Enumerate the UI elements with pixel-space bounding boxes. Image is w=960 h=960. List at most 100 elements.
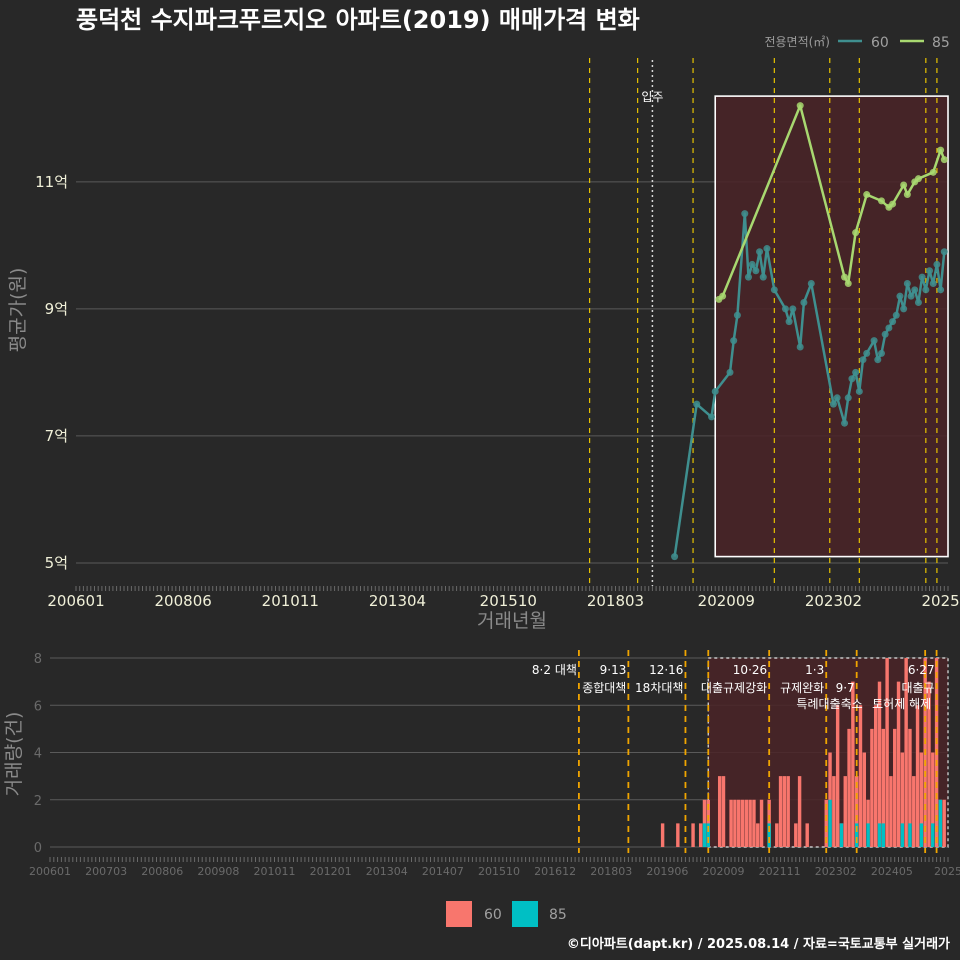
volume-bar-85	[854, 823, 859, 847]
data-point-60	[933, 260, 941, 268]
price-x-tick-label: 2025	[922, 592, 960, 610]
volume-bar-60	[660, 823, 665, 847]
data-point-60	[929, 279, 937, 287]
highlight-box	[714, 95, 949, 558]
volume-bar-60	[915, 705, 920, 847]
volume-bar-60	[873, 705, 878, 847]
data-point-60	[855, 387, 863, 395]
price-x-axis-label: 거래년월	[477, 610, 547, 632]
volume-highlight-region	[707, 657, 949, 848]
data-point-60	[770, 286, 778, 294]
price-x-tick-label: 201803	[587, 592, 644, 610]
data-point-60	[907, 292, 915, 300]
data-point-85	[903, 191, 911, 199]
volume-x-tick-label: 202302	[815, 865, 857, 878]
data-point-60	[759, 273, 767, 281]
data-point-60	[903, 279, 911, 287]
price-x-tick-label: 201304	[369, 592, 426, 610]
price-x-tick-label: 200806	[155, 592, 212, 610]
volume-x-tick-label: 202009	[703, 865, 745, 878]
price-x-tick-label: 201510	[480, 592, 537, 610]
data-point-60	[844, 394, 852, 402]
volume-bar-60	[862, 752, 867, 847]
volume-legend-swatch-60	[446, 901, 472, 927]
data-point-60	[741, 210, 749, 218]
volume-legend-swatch-85	[512, 901, 538, 927]
volume-legend-label-60: 60	[484, 907, 502, 923]
volume-x-tick-label: 201612	[534, 865, 576, 878]
volume-x-tick-label: 201906	[646, 865, 688, 878]
price-x-tick-label: 201011	[262, 592, 319, 610]
volume-x-tick-label: 202111	[759, 865, 801, 878]
volume-bar-60	[847, 728, 851, 847]
event-label-detail: 18차대책	[635, 680, 683, 695]
volume-bar-60	[759, 799, 764, 847]
volume-bar-60	[752, 799, 756, 847]
volume-y-tick-label: 0	[34, 841, 42, 856]
volume-x-tick-label: 201201	[310, 865, 352, 878]
volume-y-tick-label: 2	[34, 794, 42, 809]
event-label: 12·16	[649, 663, 683, 677]
data-point-85	[719, 292, 727, 300]
data-point-85	[863, 191, 871, 199]
data-point-60	[711, 387, 719, 395]
volume-bar-60	[698, 823, 703, 847]
legend-title: 전용면적(㎡)	[764, 35, 830, 49]
legend-label-60: 60	[871, 35, 889, 51]
volume-bar-60	[854, 776, 859, 847]
volume-bar-60	[858, 705, 863, 847]
event-label-detail-2: 특례대출축소	[796, 697, 862, 711]
volume-bar-60	[756, 823, 760, 847]
price-y-tick-label: 7억	[45, 427, 68, 445]
data-point-60	[914, 299, 922, 307]
volume-bar-60	[824, 799, 828, 847]
data-point-60	[796, 343, 804, 351]
event-label-detail-2: 토허제 해제	[872, 697, 931, 711]
data-point-60	[863, 349, 871, 357]
volume-bar-60	[691, 823, 695, 847]
volume-bar-60	[885, 658, 889, 847]
data-point-60	[874, 356, 882, 364]
data-point-85	[796, 102, 804, 110]
volume-x-tick-label: 200703	[85, 865, 127, 878]
event-label: 8·2 대책	[532, 662, 577, 677]
data-point-60	[870, 337, 878, 345]
volume-bar-60	[717, 776, 722, 847]
volume-y-tick-label: 6	[34, 699, 42, 714]
data-point-60	[892, 311, 900, 319]
volume-x-tick-label: 201304	[366, 865, 408, 878]
volume-bar-60	[900, 752, 905, 847]
volume-bar-85	[938, 799, 943, 847]
volume-axes: 0 2 4 6 8 200601 200703 200806 200908 201011 20120…	[29, 652, 960, 878]
data-point-60	[708, 413, 716, 421]
volume-bar-60	[832, 776, 836, 847]
legend-label-85: 85	[932, 35, 950, 51]
volume-bar-60	[896, 681, 901, 847]
volume-bar-60	[919, 752, 924, 847]
volume-bar-60	[942, 799, 946, 847]
volume-bar-60	[737, 799, 741, 847]
volume-bar-85	[866, 823, 870, 847]
volume-bar-60	[931, 752, 935, 847]
volume-x-tick-label: 2025	[934, 865, 960, 878]
data-point-60	[807, 279, 815, 287]
data-point-85	[940, 156, 948, 164]
data-point-60	[900, 305, 908, 313]
volume-y-tick-label: 4	[34, 747, 42, 762]
volume-bar-60	[733, 799, 737, 847]
volume-bar-60	[794, 823, 798, 847]
volume-bar-60	[729, 799, 733, 847]
chart-title: 풍덕천 수지파크푸르지오 아파트(2019) 매매가격 변화	[76, 6, 640, 34]
price-y-tick-label: 9억	[45, 300, 68, 318]
volume-bar-60	[744, 799, 749, 847]
volume-bar-60	[877, 681, 882, 847]
data-point-60	[800, 299, 808, 307]
volume-x-tick-label: 200601	[29, 865, 71, 878]
volume-bar-60	[676, 823, 680, 847]
volume-x-tick-label: 202405	[871, 865, 913, 878]
data-point-60	[693, 400, 701, 408]
volume-bar-85	[877, 823, 882, 847]
volume-bar-60	[912, 776, 916, 847]
volume-bar-60	[893, 728, 897, 847]
